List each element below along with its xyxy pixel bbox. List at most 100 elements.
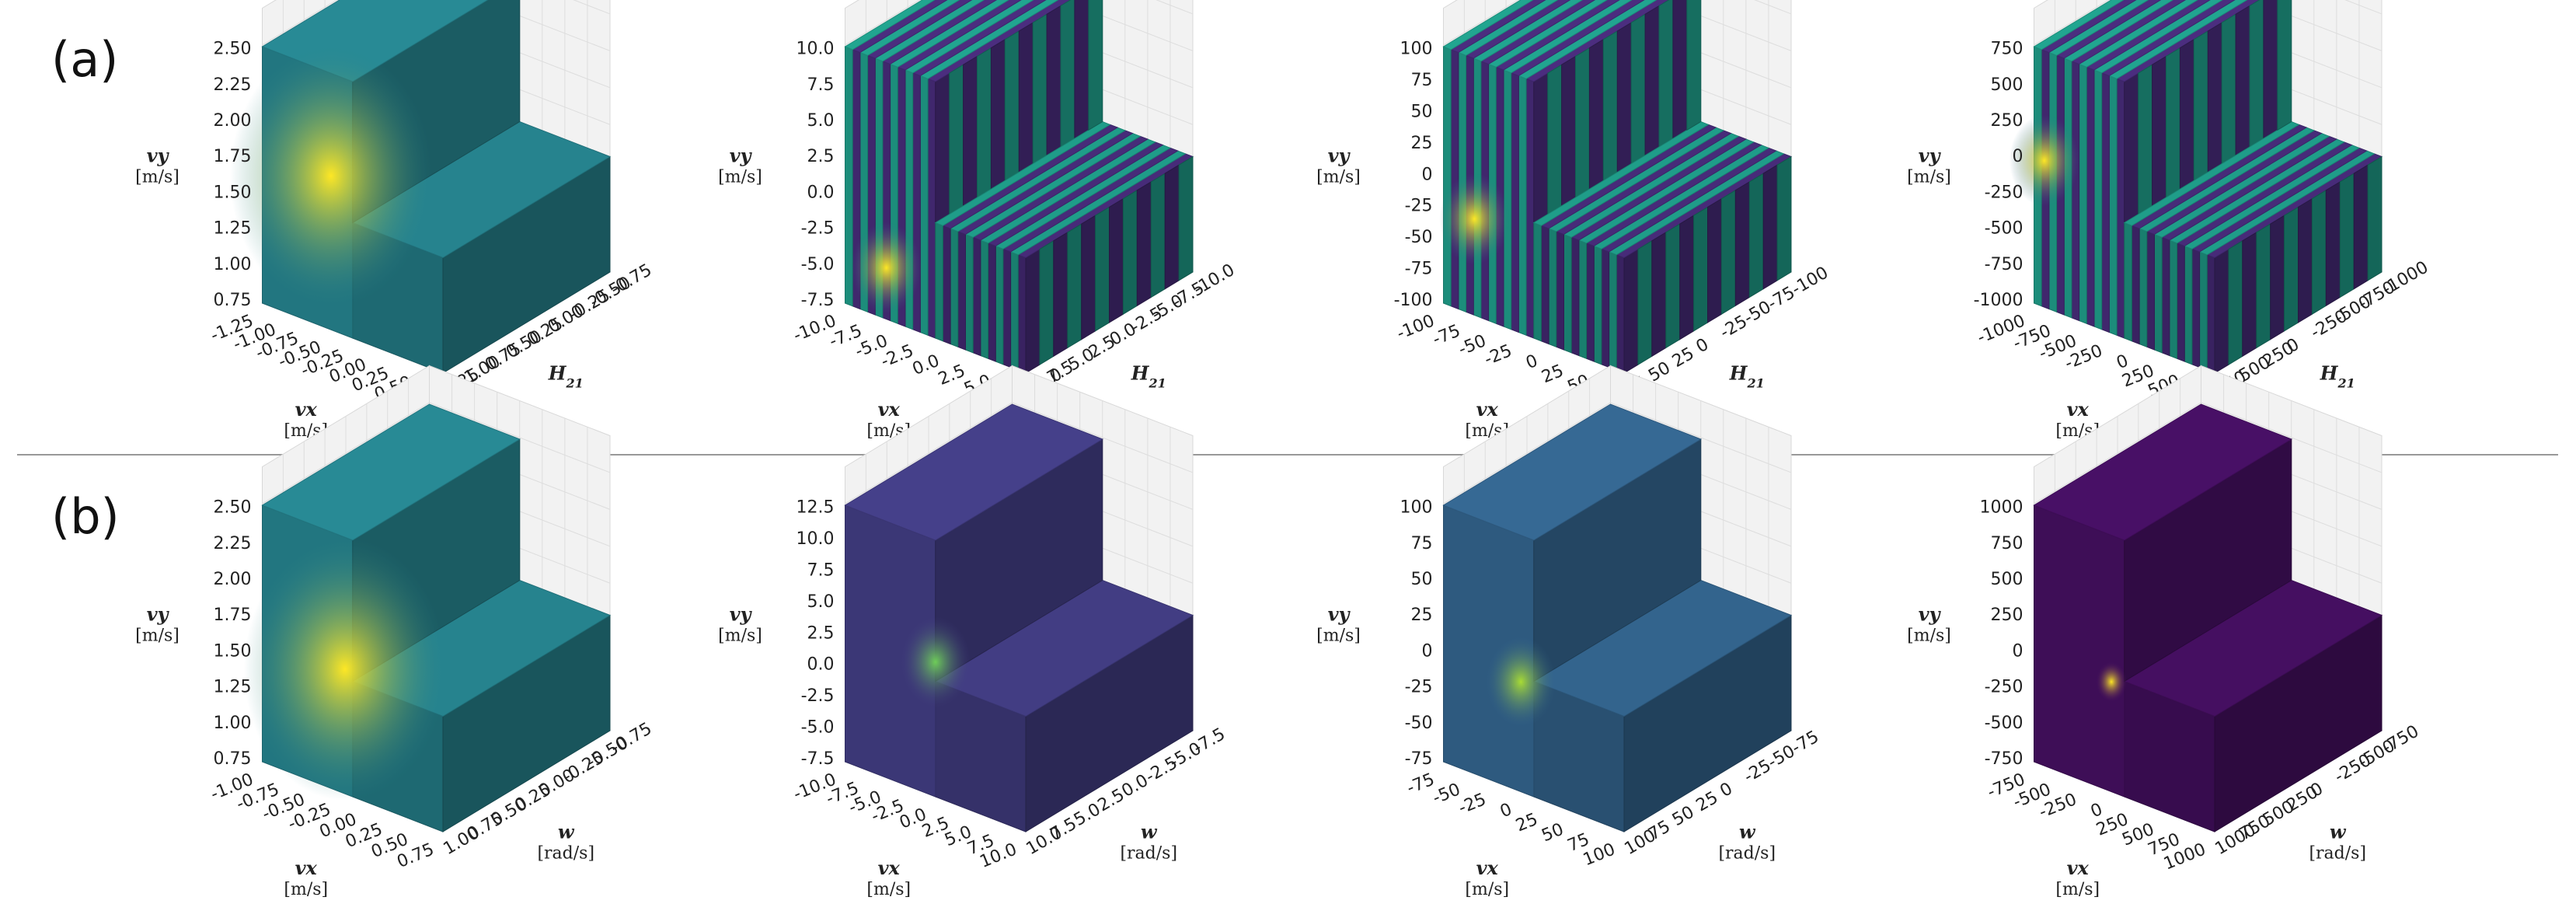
z-axis-label: H21 [2320, 362, 2355, 391]
face-side-low [1720, 189, 1736, 316]
face-side-low [1095, 206, 1110, 332]
z-axis-unit: [rad/s] [1718, 844, 1776, 864]
y-tick-label: 0.75 [214, 291, 252, 310]
y-tick-label: -250 [1985, 678, 2024, 697]
z-axis-label: w [1739, 821, 1756, 843]
face-front-tall [2116, 78, 2125, 339]
volume-faces [844, 0, 1194, 374]
face-top-tall [844, 403, 1103, 541]
x-axis-label: vx [295, 398, 318, 421]
face-side-low [1164, 164, 1180, 290]
y-axis-label: vy [147, 603, 170, 626]
z-tick-label: 0 [1717, 779, 1736, 801]
hot-spot [229, 44, 432, 308]
x-axis-label: vx [2067, 857, 2090, 879]
face-front-tall [1511, 72, 1519, 333]
face-front-low [2199, 251, 2208, 372]
face-top-tall [1457, 0, 1559, 56]
y-tick-label: -25 [1405, 197, 1433, 216]
y-tick-label: 2.50 [214, 498, 252, 518]
z-axis-label: H21 [1131, 362, 1166, 391]
face-riser [2179, 38, 2194, 190]
y-tick-label: -2.5 [801, 686, 835, 706]
y-tick-label: -25 [1405, 678, 1433, 697]
face-front-tall [2034, 504, 2125, 798]
z-axis-label: w [1141, 821, 1158, 843]
y-tick-label: 1.75 [214, 147, 252, 166]
face-riser [977, 47, 992, 198]
face-top-tall [1487, 0, 1608, 68]
face-front-low [2146, 231, 2155, 351]
face-top-tall [919, 0, 1059, 79]
face-riser [1074, 0, 1089, 140]
face-front-low [942, 225, 951, 345]
y-tick-label: 7.5 [807, 560, 835, 580]
face-side-low [1679, 215, 1695, 340]
x-tick-label: 50 [1539, 820, 1566, 846]
row-label-b: (b) [51, 488, 120, 545]
hot-spot [1486, 636, 1556, 728]
face-front-low [965, 233, 974, 354]
y-tick-label: -2.5 [801, 219, 835, 239]
face-top-tall [1442, 403, 1702, 541]
y-tick-label: 1.25 [214, 678, 252, 697]
face-front-low [2184, 245, 2193, 365]
y-tick-label: 0 [1422, 641, 1433, 661]
y-axis-unit: [m/s] [1316, 627, 1361, 646]
face-front-low [1017, 254, 1027, 374]
face-top-tall [852, 0, 948, 54]
y-tick-label: 0.0 [807, 655, 835, 675]
z-tick-label: 0 [1693, 335, 1713, 358]
face-front-low [1601, 248, 1610, 368]
y-tick-label: 0.0 [807, 183, 835, 202]
y-tick-label: -5.0 [801, 255, 835, 274]
y-tick-label: 2.50 [214, 40, 252, 59]
face-riser [1575, 47, 1590, 198]
face-top-tall [2033, 0, 2125, 51]
face-riser [1561, 55, 1576, 207]
face-riser [1018, 22, 1034, 173]
z-axis-unit: [rad/s] [2309, 844, 2366, 864]
face-riser [1658, 0, 1674, 148]
y-tick-label: 1.50 [214, 641, 252, 661]
x-axis-label: vx [878, 398, 901, 421]
chart-panel-2: -7.5 -5.0 -2.5 0.0 2.5 5.0 7.5 10.0 vy[m/s] -10.0… [718, 0, 1238, 441]
face-side-low [1178, 155, 1194, 281]
y-tick-label: -500 [1985, 219, 2024, 239]
face-front-low [2124, 222, 2132, 342]
chart-panel-3: -100-75-50-250255075100vy[m/s]-100-75-50… [1316, 0, 1832, 441]
y-tick-label: 2.5 [807, 147, 835, 166]
face-riser [1032, 13, 1047, 165]
y-tick-label: 500 [1991, 570, 2024, 589]
z-tick-label: -750 [2379, 722, 2423, 759]
face-riser [1630, 13, 1646, 165]
face-riser [2221, 13, 2236, 165]
face-top-tall [904, 0, 1034, 74]
face-front-low [1593, 245, 1602, 365]
face-top-tall [859, 0, 960, 56]
face-riser [1060, 0, 1075, 148]
x-axis-unit: [m/s] [284, 880, 328, 899]
y-axis-unit: [m/s] [718, 168, 762, 187]
y-tick-label: -50 [1405, 228, 1433, 247]
y-tick-label: 75 [1411, 71, 1433, 90]
face-side-low [1707, 197, 1722, 323]
y-tick-label: -75 [1405, 260, 1433, 279]
face-front-low [1010, 251, 1019, 372]
face-side-low [2228, 239, 2243, 366]
face-riser [935, 72, 950, 224]
y-tick-label: 7.5 [807, 75, 835, 95]
y-axis-unit: [m/s] [1907, 168, 1951, 187]
face-front-low [1002, 248, 1012, 368]
z-tick-label: 25 [1693, 788, 1722, 816]
face-side-low [2325, 181, 2341, 307]
face-top-tall [2093, 0, 2223, 74]
face-riser [2193, 30, 2208, 182]
z-axis-unit: [rad/s] [1120, 844, 1177, 864]
x-axis-label: vx [1476, 398, 1499, 421]
face-side-low [1665, 223, 1681, 349]
y-axis-unit: [m/s] [135, 627, 180, 646]
y-tick-label: 50 [1411, 570, 1433, 589]
face-riser [1616, 22, 1632, 173]
face-top-tall [866, 0, 973, 59]
